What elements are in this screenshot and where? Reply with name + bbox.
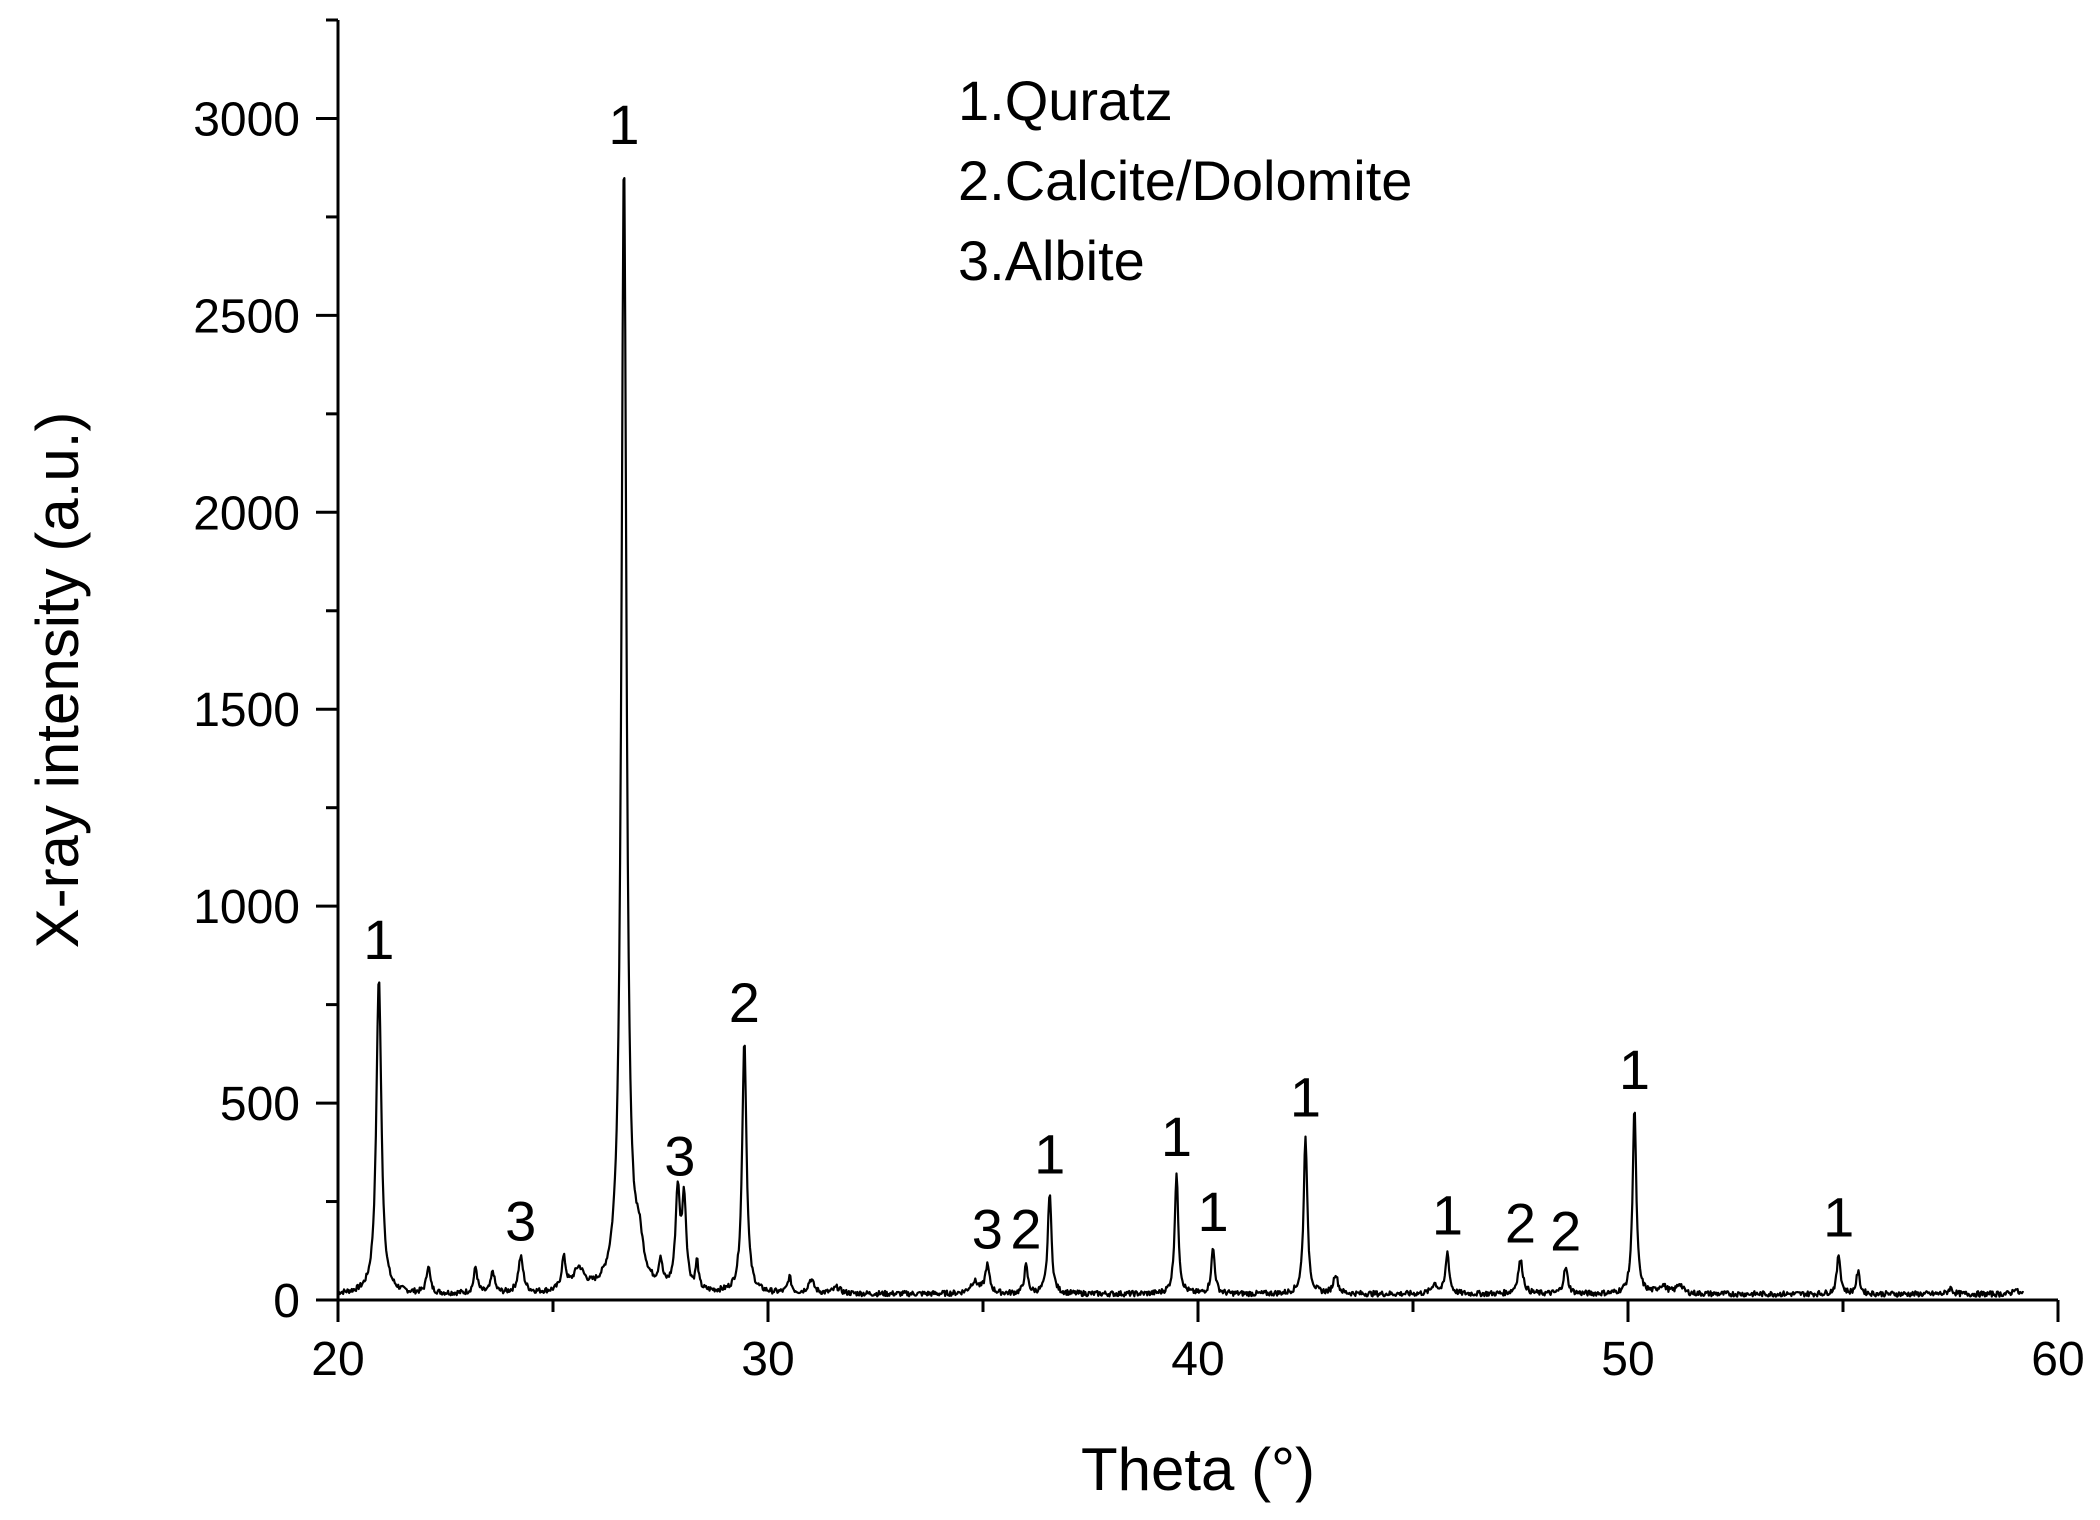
peak-label: 2 <box>1010 1198 1041 1261</box>
peak-label: 1 <box>1432 1184 1463 1247</box>
x-tick-label: 40 <box>1171 1333 1224 1386</box>
y-axis-title: X-ray intensity (a.u.) <box>24 412 91 949</box>
y-tick-label: 500 <box>220 1078 300 1131</box>
peak-label: 1 <box>1197 1180 1228 1243</box>
peak-label: 1 <box>1034 1123 1065 1186</box>
peak-label: 3 <box>972 1198 1003 1261</box>
y-tick-label: 2000 <box>193 487 300 540</box>
axes <box>336 20 2058 1302</box>
peak-label: 1 <box>608 93 639 156</box>
peak-label: 2 <box>1550 1199 1581 1262</box>
legend-entry: 3.Albite <box>958 229 1145 292</box>
y-tick-label: 0 <box>273 1275 300 1328</box>
legend-entry: 2.Calcite/Dolomite <box>958 149 1412 212</box>
peak-label: 2 <box>729 971 760 1034</box>
peak-label: 3 <box>505 1190 536 1253</box>
x-tick-label: 60 <box>2031 1333 2084 1386</box>
x-tick-label: 50 <box>1601 1333 1654 1386</box>
x-tick-label: 30 <box>741 1333 794 1386</box>
xrd-series-line <box>337 177 2025 1298</box>
x-axis-title: Theta (°) <box>1081 1436 1315 1503</box>
legend-entry: 1.Quratz <box>958 69 1173 132</box>
y-tick-label: 1000 <box>193 881 300 934</box>
peak-label: 1 <box>1619 1038 1650 1101</box>
ticks: 20 30 40 50 60 0 500 1000 1500 2000 2500 3000 <box>193 18 2085 1386</box>
x-tick-label: 20 <box>311 1333 364 1386</box>
y-tick-label: 3000 <box>193 93 300 146</box>
legend: 1.Quratz 2.Calcite/Dolomite 3.Albite <box>958 69 1412 292</box>
peak-label: 3 <box>664 1125 695 1188</box>
peak-label: 1 <box>363 908 394 971</box>
peak-label: 1 <box>1290 1066 1321 1129</box>
peak-label: 2 <box>1505 1192 1536 1255</box>
peak-label: 1 <box>1161 1105 1192 1168</box>
peak-label: 1 <box>1823 1186 1854 1249</box>
y-tick-label: 1500 <box>193 684 300 737</box>
y-tick-label: 2500 <box>193 290 300 343</box>
